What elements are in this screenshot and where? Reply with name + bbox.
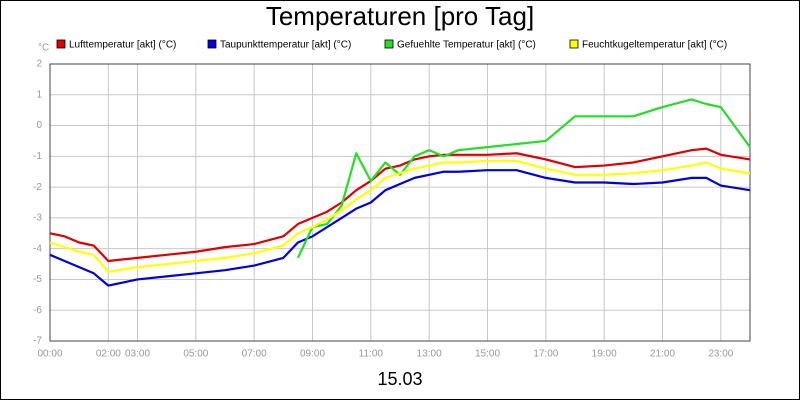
y-tick-label: -1: [33, 151, 42, 162]
y-tick-label: -6: [33, 305, 42, 316]
y-tick-label: 1: [36, 89, 42, 100]
x-tick-label: 19:00: [592, 349, 617, 360]
x-tick-label: 13:00: [417, 349, 442, 360]
x-tick-label: 11:00: [359, 349, 384, 360]
x-tick-label: 09:00: [300, 349, 325, 360]
plot-area: [50, 64, 750, 341]
unit-label: °C: [38, 43, 49, 54]
x-tick-label: 23:00: [708, 349, 733, 360]
legend-label: Gefuehlte Temperatur [akt] (°C): [397, 40, 536, 51]
y-tick-label: 0: [36, 120, 42, 131]
y-tick-label: -3: [33, 213, 42, 224]
y-tick-label: 2: [36, 59, 42, 70]
x-tick-label: 00:00: [37, 349, 62, 360]
series-line: [49, 169, 751, 287]
x-tick-label: 15:00: [475, 349, 500, 360]
x-tick-label: 21:00: [650, 349, 675, 360]
x-tick-label: 17:00: [533, 349, 558, 360]
plot-border: [49, 63, 751, 342]
legend-label: Taupunkttemperatur [akt] (°C): [220, 40, 351, 51]
series-line: [296, 98, 751, 259]
legend-label: Feuchtkugeltemperatur [akt] (°C): [582, 40, 727, 51]
x-tick-label: 02:00: [96, 349, 121, 360]
x-tick-label: 07:00: [242, 349, 267, 360]
x-tick-label: 03:00: [125, 349, 150, 360]
series-line: [49, 147, 751, 263]
x-tick-label: 05:00: [183, 349, 208, 360]
y-tick-label: -2: [33, 182, 42, 193]
legend-swatch: [569, 39, 579, 49]
y-tick-label: -5: [33, 274, 42, 285]
y-tick-label: -4: [33, 243, 42, 254]
y-tick-label: -7: [33, 336, 42, 347]
series-line: [49, 159, 751, 273]
legend-swatch: [56, 39, 66, 49]
legend-label: Lufttemperatur [akt] (°C): [69, 40, 176, 51]
x-axis-label: 15.03: [377, 369, 422, 389]
legend-swatch: [384, 39, 394, 49]
legend-swatch: [207, 39, 217, 49]
chart-title: Temperaturen [pro Tag]: [266, 1, 534, 31]
